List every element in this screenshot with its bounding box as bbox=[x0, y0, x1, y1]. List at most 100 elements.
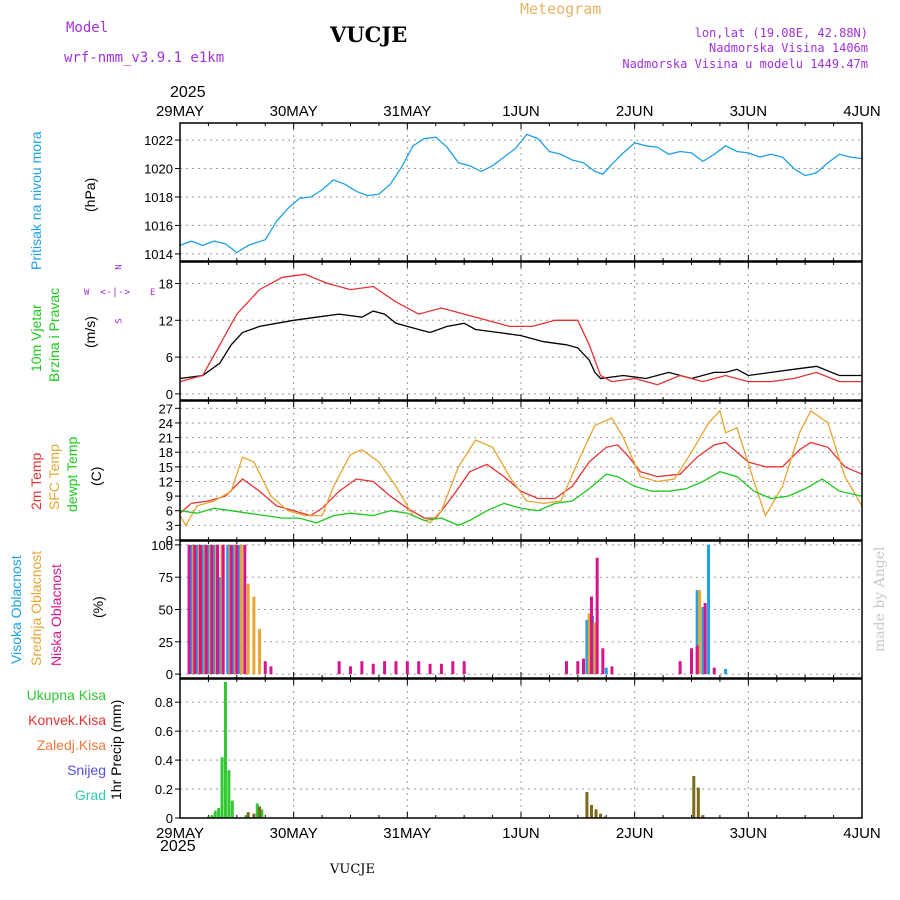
x-tick-label-top: 3JUN bbox=[730, 103, 768, 120]
bar-srednja-oblacnost bbox=[246, 583, 250, 675]
wind-unit: (m/s) bbox=[82, 316, 98, 348]
bar-konvek-kisa bbox=[252, 813, 256, 818]
y-tick-label: 0 bbox=[166, 667, 173, 682]
precip-label: 1hr Precip (mm) bbox=[108, 699, 124, 800]
x-tick-label-bottom: 2JUN bbox=[616, 825, 654, 842]
low-cloud-label: Niska Oblacnost bbox=[48, 564, 64, 666]
x-tick-label-bottom: 31MAY bbox=[383, 825, 431, 842]
bar-niska-oblacnost bbox=[198, 544, 202, 675]
legend-total-rain: Ukupna Kisa bbox=[26, 687, 106, 703]
bar-niska-oblacnost bbox=[428, 663, 432, 675]
bar-niska-oblacnost bbox=[204, 544, 208, 675]
y-tick-label: 9 bbox=[166, 489, 173, 504]
bar-niska-oblacnost bbox=[394, 661, 398, 675]
bar-visoka-oblacnost bbox=[585, 619, 589, 675]
panel-frame bbox=[179, 261, 863, 401]
compass-w: W bbox=[84, 288, 90, 298]
y-tick-label: 50 bbox=[159, 603, 173, 618]
x-tick-label-bottom: 4JUN bbox=[843, 825, 881, 842]
bar-niska-oblacnost bbox=[610, 666, 614, 675]
legend-snow: Snijeg bbox=[67, 762, 106, 778]
compass-e: E bbox=[150, 288, 156, 298]
y-tick-label: 1022 bbox=[144, 133, 173, 148]
bar-visoka-oblacnost bbox=[591, 615, 595, 675]
bar-ukupna-kisa bbox=[217, 807, 221, 818]
x-tick-label-bottom: 30MAY bbox=[270, 825, 318, 842]
bar-niska-oblacnost bbox=[417, 661, 421, 675]
series-line-gust bbox=[179, 273, 862, 386]
legend-conv-rain: Konvek.Kisa bbox=[28, 712, 106, 728]
bar-niska-oblacnost bbox=[229, 544, 233, 675]
bar-niska-oblacnost bbox=[235, 544, 239, 675]
credit-watermark: made by Angel bbox=[872, 546, 888, 653]
panel-frame bbox=[179, 400, 863, 541]
panel-pressure: 1014 1016 1018 1020 1022 bbox=[144, 122, 863, 262]
bar-ukupna-kisa bbox=[230, 800, 234, 818]
panel-frame bbox=[179, 678, 863, 819]
bar-srednja-oblacnost bbox=[239, 544, 243, 675]
bar-srednja-oblacnost bbox=[214, 544, 218, 675]
y-tick-label: 0 bbox=[166, 387, 173, 402]
bar-visoka-oblacnost bbox=[707, 544, 711, 675]
temp-unit: (C) bbox=[88, 466, 104, 486]
bar-konvek-kisa bbox=[603, 816, 607, 818]
bar-visoka-oblacnost bbox=[195, 544, 199, 675]
cloud-unit: (%) bbox=[90, 596, 106, 618]
high-cloud-label: Visoka Oblacnost bbox=[8, 555, 24, 664]
model-altitude: Nadmorska Visina u modelu 1449.47m bbox=[622, 57, 868, 71]
y-tick-label: 12 bbox=[159, 313, 173, 328]
bar-konvek-kisa bbox=[696, 787, 700, 818]
bar-srednja-oblacnost bbox=[197, 544, 201, 675]
bar-konvek-kisa bbox=[594, 809, 598, 818]
y-tick-label: 100 bbox=[151, 538, 173, 553]
bar-niska-oblacnost bbox=[269, 666, 273, 675]
bar-niska-oblacnost bbox=[221, 544, 225, 675]
bar-niska-oblacnost bbox=[263, 661, 267, 675]
bar-ukupna-kisa bbox=[227, 770, 231, 818]
bar-niska-oblacnost bbox=[210, 544, 214, 675]
y-tick-label: 6 bbox=[166, 504, 173, 519]
bar-konvek-kisa bbox=[701, 815, 705, 818]
y-tick-label: 27 bbox=[159, 401, 173, 416]
y-tick-label: 0.8 bbox=[155, 695, 173, 710]
wind-label-2: Brzina i Pravac bbox=[46, 287, 62, 382]
bar-visoka-oblacnost bbox=[237, 544, 241, 675]
y-tick-label: 1016 bbox=[144, 218, 173, 233]
series-line-dewpt-temp bbox=[179, 470, 863, 527]
y-tick-label: 25 bbox=[159, 635, 173, 650]
y-tick-label: 12 bbox=[159, 474, 173, 489]
bar-srednja-oblacnost bbox=[587, 613, 591, 675]
bar-konvek-kisa bbox=[589, 804, 593, 818]
bar-ukupna-kisa bbox=[213, 810, 217, 818]
bar-niska-oblacnost bbox=[193, 544, 197, 675]
bar-srednja-oblacnost bbox=[252, 596, 256, 675]
panel-precip: 0 0.2 0.4 0.6 0.8 bbox=[155, 678, 863, 826]
bar-niska-oblacnost bbox=[576, 661, 580, 675]
y-tick-label: 0 bbox=[166, 811, 173, 826]
bar-niska-oblacnost bbox=[678, 661, 682, 675]
model-name: wrf-nmm_v3.9.1 e1km bbox=[64, 50, 225, 66]
x-tick-label-top: 31MAY bbox=[383, 103, 431, 120]
bar-niska-oblacnost bbox=[383, 661, 387, 675]
y-tick-label: 0.2 bbox=[155, 782, 173, 797]
pressure-label: Pritisak na nivou mora bbox=[28, 131, 44, 270]
bar-niska-oblacnost bbox=[216, 544, 220, 675]
bar-srednja-oblacnost bbox=[697, 590, 701, 675]
bar-niska-oblacnost bbox=[451, 661, 455, 675]
lonlat: lon,lat (19.08E, 42.88N) bbox=[694, 26, 868, 40]
y-tick-label: 1018 bbox=[144, 190, 173, 205]
panel-frame bbox=[179, 540, 863, 679]
bar-visoka-oblacnost bbox=[226, 544, 230, 675]
bar-niska-oblacnost bbox=[703, 603, 707, 675]
y-tick-label: 6 bbox=[166, 350, 173, 365]
altitude: Nadmorska Visina 1406m bbox=[709, 41, 868, 55]
bar-konvek-kisa bbox=[585, 791, 589, 818]
bar-niska-oblacnost bbox=[695, 645, 699, 675]
bar-konvek-kisa bbox=[258, 806, 262, 818]
series-line-speed bbox=[179, 310, 862, 380]
subtitle: Meteogram bbox=[520, 0, 602, 18]
model-label: Model bbox=[66, 20, 109, 36]
bar-visoka-oblacnost bbox=[201, 544, 205, 675]
bar-visoka-oblacnost bbox=[695, 590, 699, 675]
